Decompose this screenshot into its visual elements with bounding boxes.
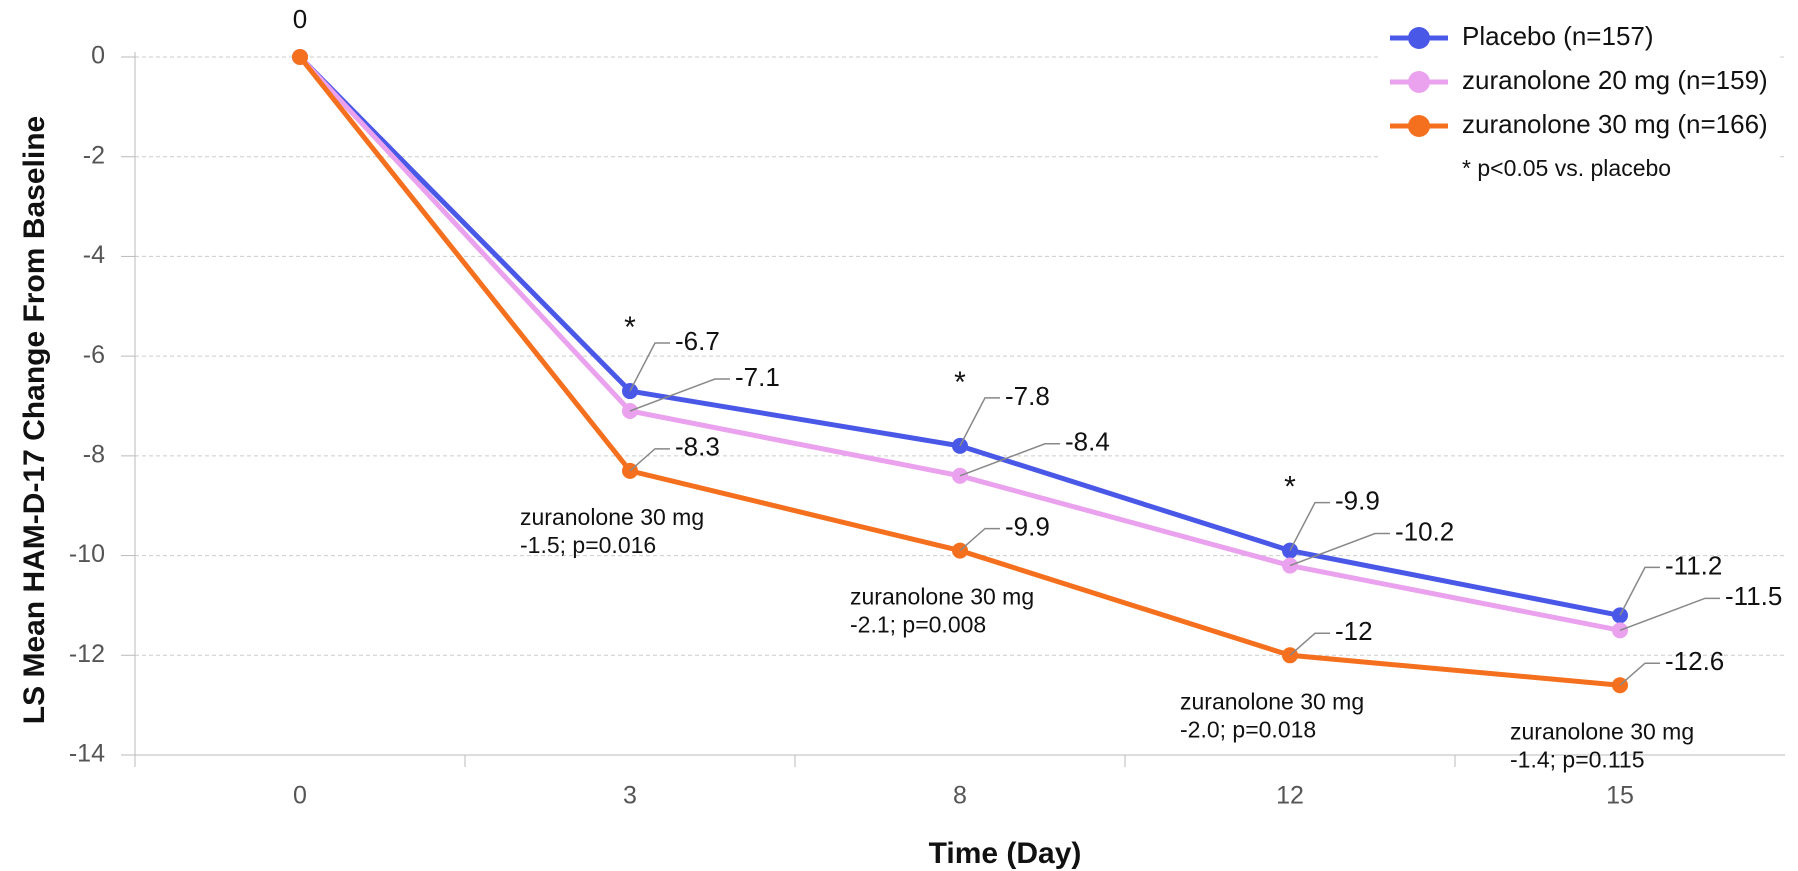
comparison-annotation: zuranolone 30 mg xyxy=(520,504,704,530)
data-label: -6.7 xyxy=(675,326,720,356)
x-tick-label: 8 xyxy=(953,782,967,810)
data-label: -9.9 xyxy=(1335,485,1380,515)
data-label: -10.2 xyxy=(1395,516,1454,546)
legend-marker xyxy=(1408,115,1430,137)
x-axis-title: Time (Day) xyxy=(929,837,1082,870)
data-label: -12.6 xyxy=(1665,646,1724,676)
data-label: -7.1 xyxy=(735,362,780,392)
y-tick-label: -12 xyxy=(69,640,105,668)
legend-label: Placebo (n=157) xyxy=(1462,21,1654,51)
y-tick-label: -6 xyxy=(83,341,105,369)
x-tick-label: 0 xyxy=(293,782,307,810)
significance-marker: * xyxy=(1284,471,1296,504)
comparison-annotation: -2.1; p=0.008 xyxy=(850,612,986,638)
leader-line xyxy=(1619,566,1660,616)
data-label: -8.4 xyxy=(1065,427,1110,457)
y-tick-label: -8 xyxy=(83,440,105,468)
comparison-annotation: zuranolone 30 mg xyxy=(850,584,1034,610)
leader-line xyxy=(629,448,670,472)
leader-line xyxy=(1619,597,1720,632)
point xyxy=(292,49,308,65)
leader-line xyxy=(1289,632,1330,656)
significance-marker: * xyxy=(624,311,636,344)
leader-line xyxy=(629,342,670,392)
legend-marker xyxy=(1408,71,1430,93)
leader-line xyxy=(959,397,1000,447)
x-tick-label: 12 xyxy=(1276,782,1304,810)
data-label: -8.3 xyxy=(675,432,720,462)
data-label: -11.5 xyxy=(1725,581,1782,611)
comparison-annotation: -2.0; p=0.018 xyxy=(1180,716,1316,742)
legend-label: zuranolone 30 mg (n=166) xyxy=(1462,109,1768,139)
leader-line xyxy=(1619,662,1660,686)
legend-note: * p<0.05 vs. placebo xyxy=(1462,155,1671,181)
legend-label: zuranolone 20 mg (n=159) xyxy=(1462,65,1768,95)
comparison-annotation: zuranolone 30 mg xyxy=(1510,718,1694,744)
y-tick-label: -10 xyxy=(69,540,105,568)
leader-line xyxy=(629,378,730,412)
x-tick-label: 3 xyxy=(623,782,637,810)
comparison-annotation: -1.4; p=0.115 xyxy=(1510,746,1645,772)
significance-marker: * xyxy=(954,366,966,399)
leader-line xyxy=(1289,532,1390,567)
legend-marker xyxy=(1408,27,1430,49)
y-tick-label: -14 xyxy=(69,740,105,768)
y-tick-label: 0 xyxy=(91,42,105,70)
y-tick-label: -4 xyxy=(83,241,105,269)
data-label: -9.9 xyxy=(1005,511,1050,541)
y-tick-label: -2 xyxy=(83,141,105,169)
comparison-annotation: -1.5; p=0.016 xyxy=(520,532,656,558)
data-label: -7.8 xyxy=(1005,381,1050,411)
x-tick-label: 15 xyxy=(1606,782,1634,810)
data-label: -12 xyxy=(1335,616,1373,646)
y-axis-title: LS Mean HAM-D-17 Change From Baseline xyxy=(18,116,51,724)
data-label: 0 xyxy=(293,4,307,34)
leader-line xyxy=(959,527,1000,552)
comparison-annotation: zuranolone 30 mg xyxy=(1180,688,1364,714)
leader-line xyxy=(959,443,1060,477)
data-label: -11.2 xyxy=(1665,550,1722,580)
leader-line xyxy=(1289,501,1330,551)
